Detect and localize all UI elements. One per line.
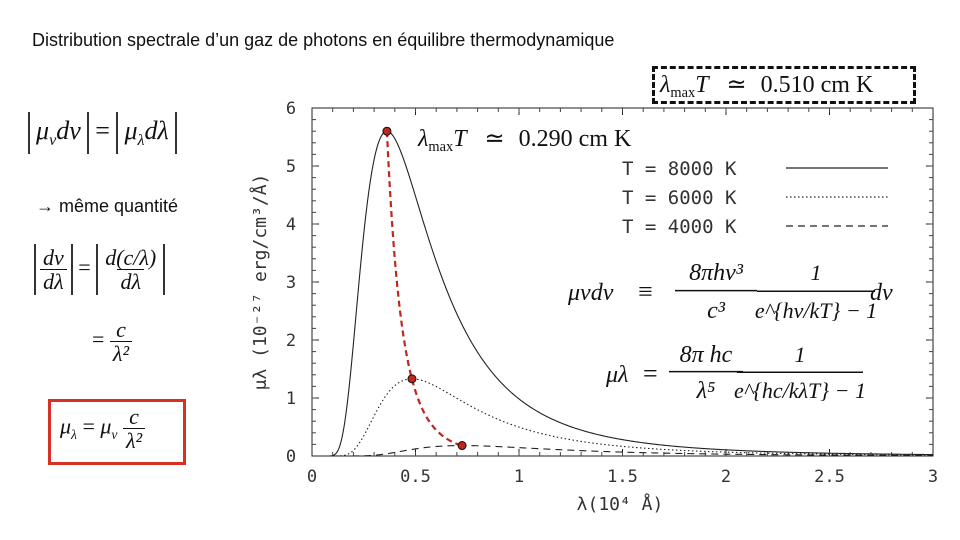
svg-text:μνdν: μνdν [567, 280, 614, 306]
formula-mu-nu: μνdν ≡ 8πhν³ c³ 1 e^{hν/kT} − 1dν [567, 260, 893, 324]
x-tick-label: 2 [721, 467, 731, 487]
svg-text:dν: dν [870, 280, 893, 306]
equality-spectral-densities: μνdν = μλdλ [28, 112, 177, 155]
y-tick-label: 3 [286, 273, 296, 293]
series-line-6000k [316, 378, 933, 456]
dashed-annotation-box [652, 66, 916, 104]
svg-text:c³: c³ [707, 298, 726, 324]
svg-text:e^{hν/kT} − 1: e^{hν/kT} − 1 [755, 298, 877, 323]
page-title: Distribution spectrale d’un gaz de photo… [32, 30, 615, 50]
x-tick-label: 3 [928, 467, 938, 487]
svg-text:λmaxT≃0.510 cm K: λmaxT ≃ 0.510 cm K [659, 72, 874, 101]
boxed-equation: μλ = μν c λ² [60, 405, 146, 452]
svg-text:e^{hc/kλT} − 1: e^{hc/kλT} − 1 [734, 378, 866, 403]
legend-label-8000k: T = 8000 K [622, 158, 737, 180]
svg-text:1: 1 [811, 260, 822, 285]
y-axis-label: μλ (10⁻²⁷ erg/cm³/Å) [249, 174, 271, 391]
boxed-result [48, 399, 186, 465]
legend-label-6000k: T = 6000 K [622, 187, 737, 209]
lambda-max-annotation-top: λmaxT ≃ 0.510 cm K [659, 72, 874, 101]
formula-mu-nu-frac1: 8πhν³ c³ [675, 260, 757, 324]
svg-text:8πhν³: 8πhν³ [689, 260, 744, 286]
formula-mu-lambda-frac2: 1 e^{hc/kλT} − 1 [734, 342, 866, 403]
series-line-8000k [316, 130, 933, 456]
svg-text:1: 1 [795, 342, 806, 367]
peak-point-8000k [382, 126, 392, 136]
y-tick-label: 1 [286, 389, 296, 409]
y-tick-label: 5 [286, 157, 296, 177]
x-tick-label: 2.5 [814, 467, 845, 487]
legend-label-4000k: T = 4000 K [622, 216, 737, 238]
x-tick-label: 0.5 [400, 467, 431, 487]
derivative-result: = c λ² [92, 318, 133, 365]
y-tick-label: 0 [286, 447, 296, 467]
derivative-equation: dν dλ = d(c/λ) dλ [34, 244, 166, 296]
x-tick-label: 0 [307, 467, 317, 487]
svg-text:λ⁵: λ⁵ [696, 378, 716, 404]
formula-mu-lambda: μλ = 8π hc λ⁵ 1 e^{hc/kλT} − 1 [605, 342, 866, 404]
svg-text:=: = [643, 359, 658, 388]
formula-mu-lambda-frac1: 8π hc λ⁵ [669, 342, 743, 404]
svg-text:μλ: μλ [605, 362, 628, 388]
x-tick-label: 1 [514, 467, 524, 487]
peak-point-6000k [407, 374, 417, 384]
same-quantity-label: → même quantité [36, 196, 179, 216]
peak-locus-line [385, 130, 463, 447]
svg-text:λmaxT≃0.290 cm K: λmaxT ≃ 0.290 cm K [417, 126, 632, 155]
x-tick-label: 1.5 [607, 467, 638, 487]
svg-text:≡: ≡ [638, 277, 653, 306]
peak-point-4000k [457, 441, 467, 451]
y-tick-label: 2 [286, 331, 296, 351]
y-tick-label: 4 [286, 215, 296, 235]
lambda-max-annotation-mid: λmaxT ≃ 0.290 cm K [417, 126, 632, 155]
svg-text:8π hc: 8π hc [680, 342, 733, 368]
formula-mu-nu-frac2: 1 e^{hν/kT} − 1 [755, 260, 877, 323]
x-axis-label: λ(10⁴ Å) [577, 493, 664, 515]
y-tick-label: 6 [286, 99, 296, 119]
